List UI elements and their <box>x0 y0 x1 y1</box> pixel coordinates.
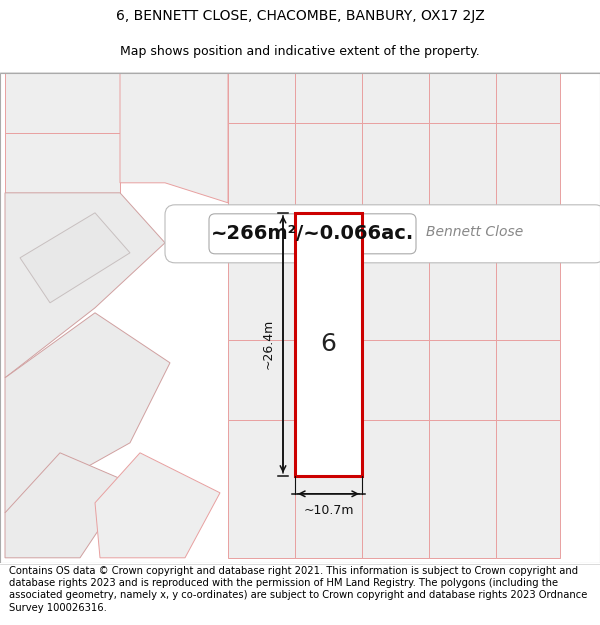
Polygon shape <box>5 192 165 378</box>
Text: ~26.4m: ~26.4m <box>262 319 275 369</box>
Bar <box>228 255 295 340</box>
Text: 6: 6 <box>320 332 337 356</box>
Polygon shape <box>5 132 120 192</box>
Polygon shape <box>20 213 130 302</box>
Bar <box>496 62 560 122</box>
Polygon shape <box>95 452 220 558</box>
Text: Map shows position and indicative extent of the property.: Map shows position and indicative extent… <box>120 45 480 58</box>
Polygon shape <box>5 72 120 132</box>
Polygon shape <box>5 312 170 512</box>
Bar <box>429 420 496 558</box>
Text: Bennett Close: Bennett Close <box>427 225 524 239</box>
Bar <box>496 255 560 340</box>
Bar <box>228 420 295 558</box>
Bar <box>362 62 429 122</box>
Bar <box>295 420 362 558</box>
Bar <box>429 62 496 122</box>
Bar <box>295 213 362 476</box>
Bar <box>295 122 362 212</box>
Text: 6, BENNETT CLOSE, CHACOMBE, BANBURY, OX17 2JZ: 6, BENNETT CLOSE, CHACOMBE, BANBURY, OX1… <box>116 9 484 22</box>
Bar <box>228 62 295 122</box>
Polygon shape <box>5 452 130 558</box>
Text: ~10.7m: ~10.7m <box>303 504 354 517</box>
Text: Contains OS data © Crown copyright and database right 2021. This information is : Contains OS data © Crown copyright and d… <box>9 566 587 612</box>
Bar <box>496 122 560 212</box>
Polygon shape <box>120 72 228 202</box>
Bar <box>362 420 429 558</box>
Bar <box>496 340 560 420</box>
Bar <box>228 340 295 420</box>
Bar <box>362 255 429 340</box>
FancyBboxPatch shape <box>209 214 416 254</box>
Bar <box>295 340 362 420</box>
Bar <box>228 122 295 212</box>
Text: ~266m²/~0.066ac.: ~266m²/~0.066ac. <box>211 224 414 243</box>
Bar <box>362 340 429 420</box>
Bar <box>429 340 496 420</box>
Bar <box>295 62 362 122</box>
Bar <box>362 122 429 212</box>
FancyBboxPatch shape <box>165 205 600 262</box>
Bar <box>295 255 362 340</box>
Bar <box>496 420 560 558</box>
Bar <box>429 255 496 340</box>
Bar <box>429 122 496 212</box>
